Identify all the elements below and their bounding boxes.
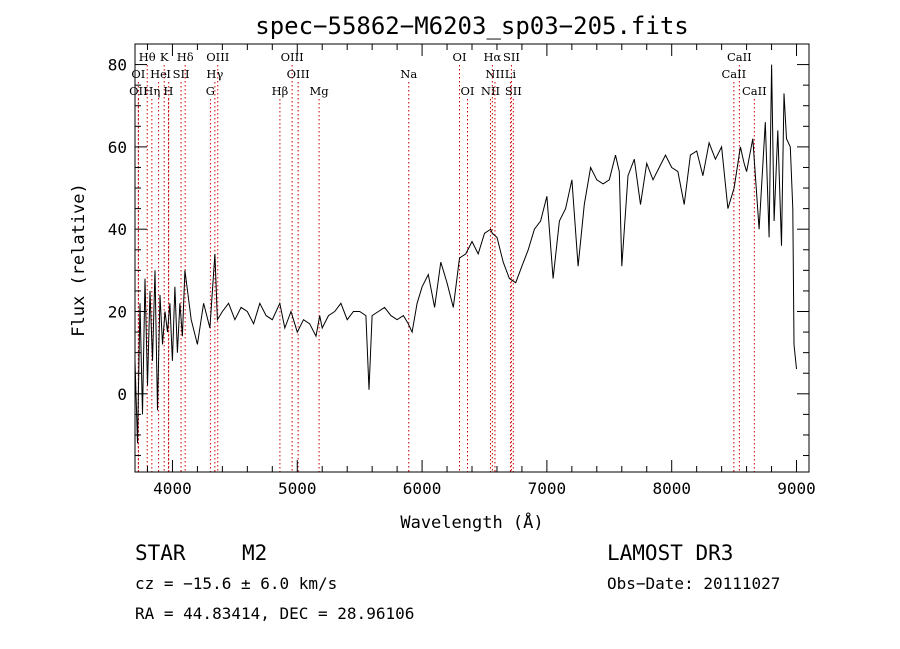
spectral-line-label: H	[163, 84, 173, 98]
spectral-line-label: G	[206, 84, 215, 98]
spectral-line-label: CaII	[721, 67, 746, 81]
x-tick-label: 5000	[278, 479, 317, 498]
spectral-line-label: SII	[173, 67, 190, 81]
spectral-line-label: Hη	[143, 84, 160, 98]
spectral-line-label: OIII	[281, 50, 304, 64]
spectrum-series-line	[134, 64, 797, 444]
observation-date: Obs−Date: 20111027	[607, 574, 781, 593]
spectral-line-label: SII	[505, 84, 522, 98]
spectral-line-label: K	[160, 50, 169, 64]
survey-name: LAMOST DR3	[607, 541, 734, 565]
spectral-line-label: CaII	[727, 50, 752, 64]
y-axis-label: Flux (relative)	[69, 183, 89, 337]
x-tick-label: 4000	[153, 479, 192, 498]
y-tick-label: 20	[108, 303, 127, 322]
object-class: STAR	[135, 541, 186, 565]
spectral-line-label: SII	[503, 50, 520, 64]
object-subclass: M2	[242, 541, 268, 565]
spectral-line-label: OIII	[287, 67, 310, 81]
spectral-line-label: He	[150, 67, 167, 81]
spectral-line-label: NII	[481, 84, 500, 98]
spectral-line-label: CaII	[742, 84, 767, 98]
sky-coordinates: RA = 44.83414, DEC = 28.96106	[135, 604, 415, 623]
axis-ticks: 4000 5000 6000 7000 8000 9000 0 20 40 60 80	[108, 43, 816, 498]
spectral-line-label: OI	[131, 67, 145, 81]
spectral-line-label: Hδ	[177, 50, 194, 64]
spectral-line-label: OII	[129, 84, 148, 98]
x-axis-label: Wavelength (Å)	[400, 511, 543, 533]
spectral-line-label: Hγ	[206, 67, 223, 81]
spectral-line-label: Hθ	[139, 50, 156, 64]
x-tick-label: 9000	[777, 479, 816, 498]
chart-title: spec−55862−M6203_sp03−205.fits	[255, 12, 688, 40]
spectral-line-label: Li	[505, 67, 517, 81]
spectral-line-label: Hα	[483, 50, 501, 64]
x-tick-label: 7000	[528, 479, 567, 498]
x-tick-label: 6000	[403, 479, 442, 498]
spectral-line-label: Hβ	[272, 84, 289, 98]
spectral-line-label: OI	[461, 84, 475, 98]
spectral-line-label: NII	[485, 67, 504, 81]
y-tick-label: 0	[117, 385, 127, 404]
x-tick-label: 8000	[652, 479, 691, 498]
y-tick-label: 80	[108, 56, 127, 75]
plot-frame	[134, 43, 810, 473]
redshift-velocity: cz = −15.6 ± 6.0 km/s	[135, 574, 338, 593]
y-tick-label: 60	[108, 138, 127, 157]
spectral-line-label: I	[166, 67, 171, 81]
spectral-line-label: Na	[400, 67, 417, 81]
y-tick-label: 40	[108, 220, 127, 239]
spectral-line-label: OIII	[206, 50, 229, 64]
spectral-line-label: Mg	[310, 84, 330, 98]
spectral-line-label: OI	[453, 50, 467, 64]
